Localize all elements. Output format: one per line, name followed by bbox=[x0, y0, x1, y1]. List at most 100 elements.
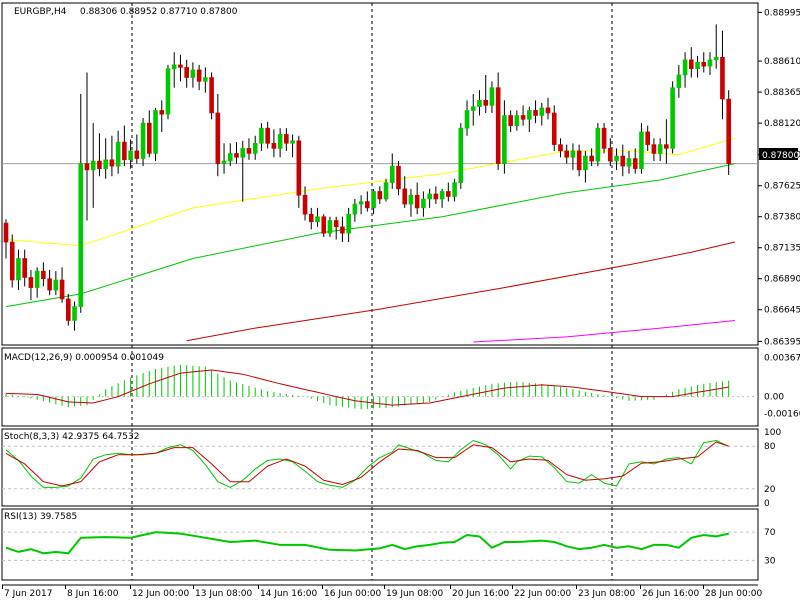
candle bbox=[402, 176, 408, 208]
candle bbox=[159, 100, 165, 132]
time-tick-label: 12 Jun 00:00 bbox=[132, 589, 189, 599]
candle-body bbox=[477, 100, 482, 107]
symbol-label: EURGBP,H4 bbox=[14, 7, 67, 17]
candle bbox=[639, 123, 644, 174]
candle bbox=[365, 191, 370, 212]
rsi-line bbox=[5, 531, 729, 555]
candle bbox=[277, 128, 283, 158]
candle-body bbox=[53, 279, 59, 291]
panel-frame-macd bbox=[1, 347, 759, 427]
candle bbox=[446, 182, 451, 202]
candle bbox=[651, 138, 657, 162]
candle bbox=[470, 93, 476, 126]
grid-layer bbox=[1, 2, 759, 586]
candle bbox=[196, 64, 202, 91]
candle bbox=[539, 102, 545, 126]
candle-body bbox=[365, 201, 370, 209]
candle bbox=[215, 93, 221, 177]
candle bbox=[165, 64, 171, 120]
candle bbox=[97, 133, 102, 177]
candle-body bbox=[726, 98, 731, 164]
macd-tick-label: 0.00367 bbox=[764, 354, 800, 364]
candle bbox=[184, 59, 189, 88]
candle bbox=[352, 199, 358, 222]
candle bbox=[128, 139, 133, 169]
candle bbox=[22, 249, 27, 287]
candle-body bbox=[146, 122, 152, 154]
candle-body bbox=[657, 144, 663, 154]
panel-frame-stoch bbox=[1, 428, 759, 507]
candle bbox=[109, 135, 115, 177]
candle bbox=[421, 191, 426, 217]
candle bbox=[321, 214, 327, 237]
candle-body bbox=[464, 110, 470, 129]
candle-body bbox=[551, 112, 557, 145]
panel-frame-rsi bbox=[1, 508, 759, 581]
candle bbox=[576, 144, 582, 177]
candle-body bbox=[701, 62, 707, 67]
moving-average-line bbox=[186, 241, 736, 342]
time-tick-label: 19 Jun 08:00 bbox=[386, 589, 443, 599]
candle-body bbox=[608, 148, 613, 162]
candle-body bbox=[383, 182, 389, 200]
candle-body bbox=[227, 153, 233, 162]
candle bbox=[234, 142, 239, 164]
candle-body bbox=[707, 59, 713, 67]
candle bbox=[408, 188, 414, 217]
macd-tick-label: -0.001608 bbox=[764, 410, 800, 420]
candle bbox=[632, 148, 638, 174]
moving-average-line bbox=[473, 320, 735, 343]
candle bbox=[53, 271, 59, 296]
panel-frame-main bbox=[1, 2, 759, 346]
candle-body bbox=[308, 213, 314, 223]
candle bbox=[439, 188, 445, 208]
moving-average-line bbox=[5, 163, 736, 308]
candle bbox=[315, 207, 320, 227]
candle-body bbox=[128, 150, 133, 161]
candle bbox=[527, 106, 532, 132]
candle bbox=[514, 110, 520, 131]
candle bbox=[545, 97, 551, 120]
candle-body bbox=[296, 140, 302, 196]
candle bbox=[34, 267, 40, 298]
stoch-label: Stoch(8,3,3) 42.9375 64.7532 bbox=[4, 432, 139, 442]
candle bbox=[564, 144, 570, 164]
candle-body bbox=[527, 110, 532, 120]
candle-body bbox=[446, 191, 451, 197]
candle-body bbox=[190, 69, 196, 78]
rsi-label: RSI(13) 39.7585 bbox=[4, 512, 77, 522]
price-tick-label: 0.87135 bbox=[764, 244, 800, 254]
candle bbox=[657, 138, 663, 162]
candle-body bbox=[302, 194, 308, 215]
candle bbox=[190, 62, 196, 88]
candle-body bbox=[514, 115, 520, 126]
candle-body bbox=[352, 203, 358, 215]
candle-body bbox=[583, 155, 588, 171]
candle bbox=[146, 110, 152, 158]
candle bbox=[209, 72, 214, 120]
candle-body bbox=[333, 220, 339, 228]
candle-body bbox=[645, 131, 650, 145]
candle-body bbox=[720, 56, 725, 100]
candle-body bbox=[209, 77, 214, 114]
macd-signal-line bbox=[5, 369, 729, 406]
candle bbox=[583, 150, 588, 183]
candlesticks bbox=[3, 24, 731, 331]
candle-body bbox=[196, 69, 202, 82]
candle-body bbox=[271, 143, 277, 149]
candle bbox=[414, 182, 420, 215]
candle-body bbox=[78, 163, 84, 307]
candle-body bbox=[97, 160, 102, 169]
candle bbox=[713, 24, 719, 69]
candle bbox=[427, 188, 432, 208]
candle-body bbox=[495, 87, 501, 164]
candle-body bbox=[626, 158, 632, 167]
time-tick-label: 13 Jun 08:00 bbox=[195, 589, 252, 599]
candle bbox=[620, 144, 626, 177]
candle bbox=[246, 138, 252, 160]
candle bbox=[626, 150, 632, 174]
time-tick-label: 22 Jun 00:00 bbox=[514, 589, 571, 599]
candle bbox=[9, 234, 15, 288]
candle-body bbox=[713, 56, 719, 61]
